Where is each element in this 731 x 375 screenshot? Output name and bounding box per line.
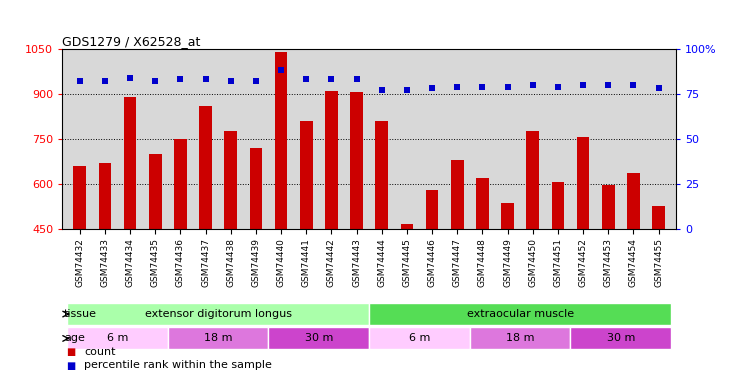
Bar — [627, 173, 640, 229]
Point — [401, 87, 413, 93]
Text: 6 m: 6 m — [409, 333, 430, 344]
Bar — [501, 203, 514, 229]
Bar — [526, 131, 539, 229]
Bar — [200, 106, 212, 229]
Bar — [602, 185, 615, 229]
Bar — [552, 182, 564, 229]
Text: percentile rank within the sample: percentile rank within the sample — [84, 360, 272, 370]
Point — [552, 84, 564, 90]
Text: count: count — [84, 347, 115, 357]
Text: GDS1279 / X62528_at: GDS1279 / X62528_at — [62, 34, 200, 48]
Point — [376, 87, 387, 93]
Bar — [369, 327, 470, 350]
Point — [300, 76, 312, 82]
Bar — [268, 327, 369, 350]
Bar — [249, 148, 262, 229]
Point — [276, 68, 287, 74]
Text: 18 m: 18 m — [506, 333, 534, 344]
Text: 6 m: 6 m — [107, 333, 128, 344]
Text: 18 m: 18 m — [204, 333, 232, 344]
Text: extraocular muscle: extraocular muscle — [466, 309, 574, 319]
Point — [477, 84, 488, 90]
Bar — [577, 137, 589, 229]
Bar — [470, 327, 570, 350]
Point — [527, 82, 539, 88]
Point — [627, 82, 639, 88]
Point — [200, 76, 211, 82]
Point — [501, 84, 513, 90]
Text: ■: ■ — [66, 347, 75, 357]
Bar — [67, 327, 168, 350]
Bar — [149, 154, 162, 229]
Bar — [451, 160, 463, 229]
Bar — [124, 97, 137, 229]
Point — [577, 82, 589, 88]
Bar — [350, 92, 363, 229]
Bar — [275, 52, 287, 229]
Text: age: age — [64, 333, 85, 344]
Bar — [174, 139, 186, 229]
Point — [124, 75, 136, 81]
Point — [426, 86, 438, 92]
Point — [451, 84, 463, 90]
Point — [149, 78, 161, 84]
Point — [653, 86, 664, 92]
Point — [99, 78, 111, 84]
Bar — [67, 303, 369, 325]
Point — [351, 76, 363, 82]
Bar — [168, 327, 268, 350]
Point — [74, 78, 86, 84]
Point — [250, 78, 262, 84]
Bar — [652, 206, 665, 229]
Bar — [401, 224, 413, 229]
Bar — [570, 327, 671, 350]
Text: 30 m: 30 m — [607, 333, 635, 344]
Point — [602, 82, 614, 88]
Bar — [376, 121, 388, 229]
Text: 30 m: 30 m — [305, 333, 333, 344]
Bar — [325, 91, 338, 229]
Point — [225, 78, 237, 84]
Bar — [99, 163, 111, 229]
Bar — [476, 178, 489, 229]
Bar — [73, 166, 86, 229]
Text: tissue: tissue — [64, 309, 97, 319]
Bar — [300, 121, 313, 229]
Bar — [369, 303, 671, 325]
Point — [325, 76, 337, 82]
Text: extensor digitorum longus: extensor digitorum longus — [145, 309, 292, 319]
Text: ■: ■ — [66, 360, 75, 370]
Bar — [224, 131, 237, 229]
Point — [175, 76, 186, 82]
Bar — [425, 190, 439, 229]
